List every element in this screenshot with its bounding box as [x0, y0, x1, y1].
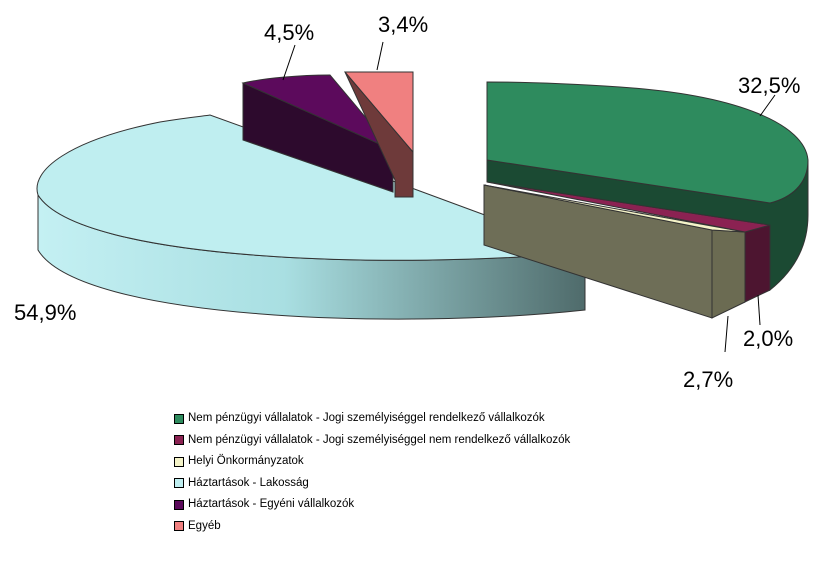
data-label-egyeb: 3,4% — [378, 12, 428, 37]
legend-item: Nem pénzügyi vállalatok - Jogi személyis… — [174, 408, 570, 430]
legend-label: Háztartások - Egyéni vállalkozók — [188, 498, 355, 510]
data-label-jogi-nem-rendelkezo: 2,0% — [743, 326, 793, 351]
legend-item: Nem pénzügyi vállalatok - Jogi személyis… — [174, 430, 570, 452]
pie-slice-lakossag — [36, 114, 586, 320]
pie-slice-jogi-rendelkezo — [486, 81, 809, 292]
legend-swatch — [174, 521, 184, 532]
data-label-jogi-rendelkezo: 32,5% — [738, 73, 800, 98]
pie-slice-helyi-onkormanyzatok — [483, 184, 746, 319]
pie-slice-egyeb — [343, 71, 414, 198]
legend-swatch — [174, 413, 184, 424]
legend-swatch — [174, 478, 184, 489]
legend-item: Háztartások - Egyéni vállalkozók — [174, 494, 570, 516]
data-label-helyi-onkormanyzatok: 2,7% — [683, 367, 733, 392]
legend-item: Egyéb — [174, 516, 570, 538]
legend-label: Helyi Önkormányzatok — [188, 455, 304, 467]
legend-label: Nem pénzügyi vállalatok - Jogi személyis… — [188, 412, 545, 424]
legend-label: Háztartások - Lakosság — [188, 476, 309, 489]
chart-legend: Nem pénzügyi vállalatok - Jogi személyis… — [174, 408, 570, 537]
legend-item: Helyi Önkormányzatok — [174, 451, 570, 473]
pie-slice-jogi-nem-rendelkezo — [486, 181, 771, 303]
data-label-lakossag: 54,9% — [14, 300, 76, 325]
pie-chart: 32,5% 2,0% 2,7% 54,9% 4,5% 3,4% — [14, 12, 809, 392]
legend-label: Nem pénzügyi vállalatok - Jogi személyis… — [188, 433, 571, 446]
legend-item: Háztartások - Lakosság — [174, 473, 570, 495]
legend-swatch — [174, 456, 184, 467]
legend-swatch — [174, 435, 184, 446]
pie-slice-egyeni-vallalkozok — [241, 74, 394, 193]
legend-swatch — [174, 499, 184, 510]
data-label-egyeni-vallalkozok: 4,5% — [264, 20, 314, 45]
legend-label: Egyéb — [188, 519, 221, 532]
leader-lines — [282, 41, 776, 353]
